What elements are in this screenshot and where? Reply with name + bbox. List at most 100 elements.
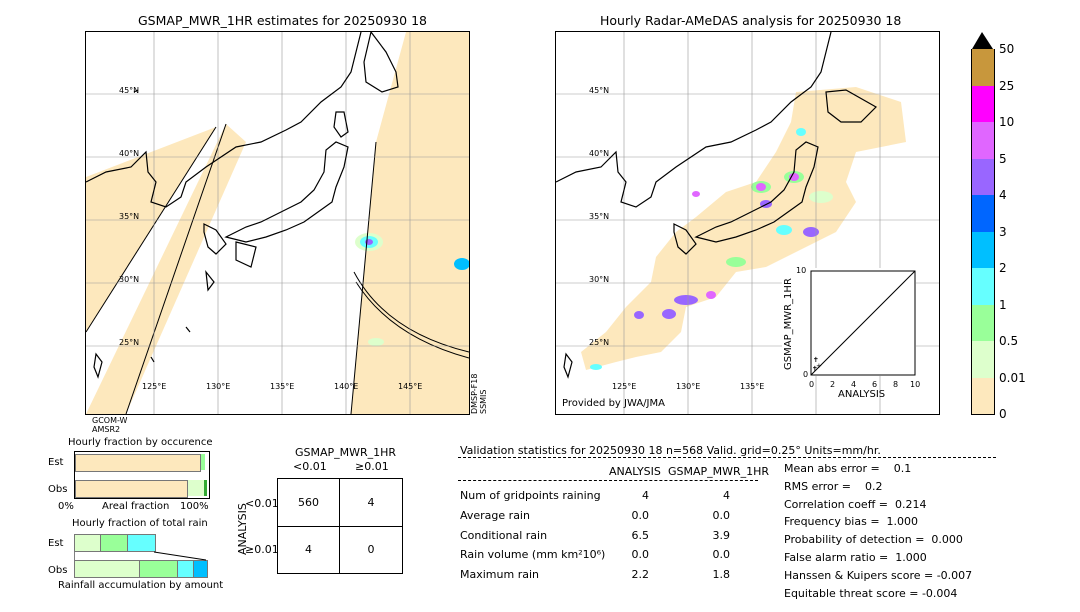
colorbar-segment (971, 158, 995, 195)
inset-ylabel: GSMAP_MWR_1HR (783, 278, 794, 370)
contingency-col-1: ≥0.01 (355, 460, 389, 473)
colorbar-extend-arrow (972, 32, 993, 49)
validation-score: Correlation coeff = 0.214 (784, 497, 927, 511)
validation-score: Equitable threat score = -0.004 (784, 586, 958, 600)
validation-score: False alarm ratio = 1.000 (784, 551, 927, 564)
validation-divider (458, 457, 996, 458)
validation-row-label: Maximum rain (460, 568, 539, 582)
validation-row-analysis: 4 (642, 489, 649, 502)
inset-xtick-10: 10 (910, 380, 921, 389)
validation-row-gsmap: 4 (723, 489, 730, 502)
right-map-title: Hourly Radar-AMeDAS analysis for 2025093… (600, 13, 902, 28)
left-map-canvas (86, 32, 469, 414)
validation-row-gsmap: 0.0 (712, 508, 731, 522)
contingency-row-0: <0.01 (245, 497, 279, 510)
left-lon-135: 135°E (270, 382, 295, 391)
occurrence-obs-rain-2 (204, 480, 207, 496)
validation-row-label: Rain volume (mm km²10⁶) (460, 548, 606, 562)
total-row-est: Est (48, 538, 64, 549)
colorbar-tick-label: 1 (999, 297, 1007, 312)
contingency-title: GSMAP_MWR_1HR (295, 446, 397, 459)
occurrence-est-bar (75, 454, 201, 472)
validation-row-label: Num of gridpoints raining (460, 489, 601, 502)
colorbar-segment (971, 377, 995, 415)
inset-canvas: ✝✝+ (810, 270, 916, 376)
validation-row-gsmap: 0.0 (712, 548, 731, 562)
validation-score: Hanssen & Kuipers score = -0.007 (784, 568, 973, 582)
right-lat-45: 45°N (589, 86, 610, 95)
right-lat-35: 35°N (589, 212, 610, 221)
left-lat-45: 45°N (119, 86, 140, 95)
inset-xtick-2: 2 (830, 380, 836, 389)
inset-ytick-0: 0 (803, 370, 809, 379)
colorbar-segment (971, 268, 995, 305)
right-lon-135: 135°E (740, 382, 765, 391)
contingency-side-label: ANALYSIS (236, 503, 249, 555)
left-lon-130: 130°E (206, 382, 231, 391)
validation-row-label: Conditional rain (460, 528, 548, 542)
validation-col-b: GSMAP_MWR_1HR (668, 465, 770, 478)
occurrence-row-obs: Obs (48, 484, 68, 495)
left-lon-125: 125°E (142, 382, 167, 391)
occurrence-row-est: Est (48, 457, 64, 468)
colorbar-tick-label: 5 (999, 151, 1007, 166)
total-obs-bar (74, 560, 208, 578)
contingency-col-0: <0.01 (293, 460, 327, 473)
total-est-bar (74, 534, 156, 552)
validation-row-gsmap: 3.9 (712, 528, 731, 542)
rain-features (590, 128, 833, 370)
occurrence-title: Hourly fraction by occurence (68, 437, 213, 448)
svg-text:✝: ✝ (813, 356, 819, 364)
left-sensor-label: GCOM-W AMSR2 (92, 416, 128, 434)
colorbar-tick-label: 0.01 (999, 370, 1026, 385)
colorbar-segment (971, 304, 995, 341)
validation-row-analysis: 0.0 (631, 548, 650, 562)
inset-xlabel: ANALYSIS (838, 389, 886, 400)
colorbar-segment (971, 85, 995, 122)
left-map: 45°N 40°N 35°N 30°N 25°N 125°E 130°E 135… (85, 31, 470, 415)
colorbar-segment (971, 49, 995, 86)
validation-score: Probability of detection = 0.000 (784, 533, 963, 547)
colorbar-segment (971, 122, 995, 159)
analysis-domain (581, 87, 906, 370)
colorbar-tick-label: 4 (999, 188, 1007, 202)
contingency-grid: 560 4 4 0 (277, 478, 403, 574)
inset-xtick-6: 6 (872, 380, 878, 389)
validation-score: RMS error = 0.2 (784, 479, 883, 493)
occurrence-axis-right: 100% (180, 501, 209, 512)
inset-xtick-8: 8 (893, 380, 899, 389)
total-chart (74, 532, 208, 578)
colorbar-tick-label: 0 (999, 407, 1007, 421)
inset-ytick-top: 10 (796, 266, 807, 275)
total-footer: Rainfall accumulation by amount (58, 580, 224, 591)
contingency-row-1: ≥0.01 (245, 543, 279, 556)
occurrence-obs-bar (75, 480, 188, 498)
validation-col-a: ANALYSIS (609, 465, 661, 478)
validation-row-analysis: 6.5 (631, 528, 650, 542)
validation-row-analysis: 0.0 (631, 508, 650, 522)
occurrence-est-rain (201, 454, 205, 470)
left-lat-25: 25°N (119, 338, 140, 347)
validation-row-label: Average rain (460, 508, 530, 522)
left-lon-145: 145°E (398, 382, 423, 391)
colorbar-tick-label: 3 (999, 224, 1007, 239)
right-lat-40: 40°N (589, 149, 610, 158)
total-row-obs: Obs (48, 565, 68, 576)
left-swath-west-2 (86, 124, 246, 414)
contingency-cell-01: 4 (367, 496, 375, 509)
svg-text:+: + (816, 362, 822, 370)
contingency-cell-00: 560 (298, 496, 319, 509)
colorbar-segment (971, 231, 995, 268)
colorbar-tick-label: 25 (999, 78, 1015, 93)
occurrence-obs-rain (188, 480, 204, 496)
left-lon-140: 140°E (334, 382, 359, 391)
validation-header: Validation statistics for 20250930 18 n=… (460, 444, 881, 457)
colorbar-tick-label: 10 (999, 115, 1015, 129)
validation-row-gsmap: 1.8 (712, 568, 731, 582)
left-lat-30: 30°N (119, 275, 140, 284)
inset-xtick-4: 4 (851, 380, 857, 389)
map-credit: Provided by JWA/JMA (562, 398, 665, 409)
contingency-cell-10: 4 (305, 543, 312, 556)
left-lat-40: 40°N (119, 149, 140, 158)
validation-table-divider (458, 480, 758, 481)
